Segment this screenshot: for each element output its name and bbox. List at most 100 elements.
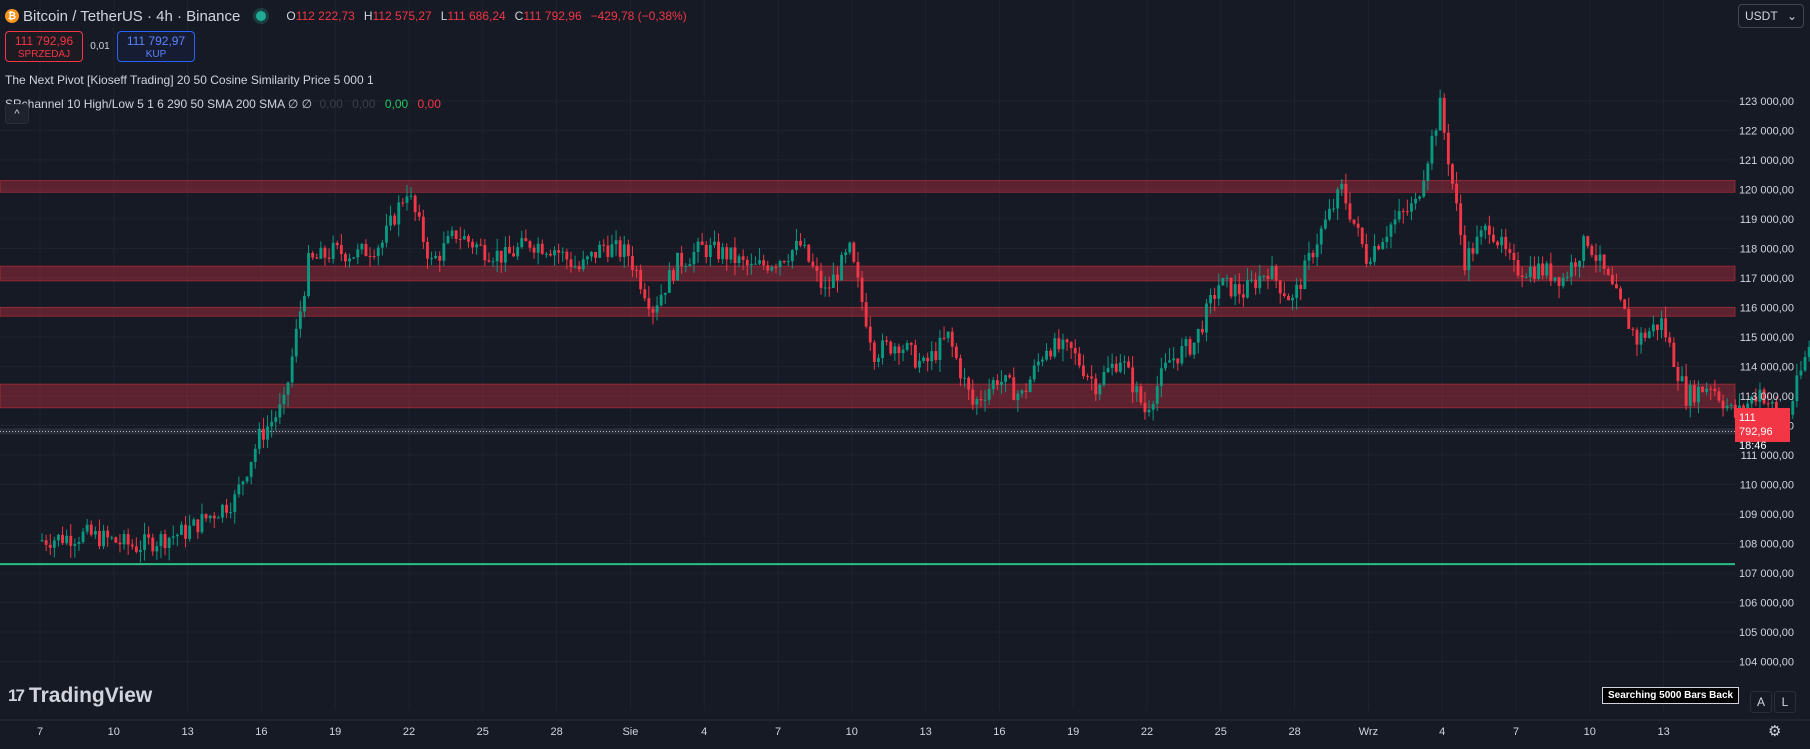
candle-body xyxy=(110,537,114,539)
sell-button[interactable]: 111 792,96 SPRZEDAJ xyxy=(5,31,83,62)
y-tick-label: 108 000,00 xyxy=(1739,538,1794,550)
candle-body xyxy=(553,250,556,256)
y-tick-label: 113 000,00 xyxy=(1740,391,1794,403)
collapse-legend-button[interactable]: ^ xyxy=(5,104,29,124)
sr-zone xyxy=(0,383,1736,409)
time-axis[interactable]: 7 10 13 16 19 22 25 28 Sie 4 7 10 13 16 19 22 25 28 Wrz 4 7 1… xyxy=(0,719,1810,738)
candle-body xyxy=(1631,328,1635,330)
indicator-overlay xyxy=(0,563,1735,566)
candle-body xyxy=(532,247,536,253)
candle-body xyxy=(348,258,351,262)
candle-body xyxy=(52,540,56,548)
candle-body xyxy=(561,251,565,253)
candle-body xyxy=(401,202,405,204)
tradingview-logo[interactable]: 17 TradingView xyxy=(8,684,152,708)
candle-body xyxy=(266,426,269,440)
candle-body xyxy=(1069,342,1073,349)
candle-body xyxy=(1073,348,1077,354)
ohlc-value: 111 792,96 xyxy=(523,9,582,23)
candle-body xyxy=(1426,163,1430,181)
price-axis[interactable]: 104 000,00 105 000,00 106 000,00 107 000,00… xyxy=(1739,96,1794,669)
candle-body xyxy=(1008,375,1012,378)
candle-body xyxy=(1041,359,1044,362)
candle-body xyxy=(1709,388,1713,390)
candle-body xyxy=(208,515,212,519)
candle-body xyxy=(1758,389,1762,402)
candle-body xyxy=(290,356,294,383)
x-tick-label: 10 xyxy=(1584,726,1596,738)
candle-body xyxy=(1028,379,1032,392)
candle-body xyxy=(938,337,942,360)
ohlc-values: O112 222,73 H112 575,27 L111 686,24 C111… xyxy=(286,9,686,23)
candle-body xyxy=(745,259,749,266)
candle-body xyxy=(1159,368,1163,387)
candle-body xyxy=(372,256,376,258)
log-scale-button[interactable]: L xyxy=(1774,691,1796,713)
candle-body xyxy=(409,195,413,197)
candle-body xyxy=(672,270,675,281)
candle-body xyxy=(327,257,331,259)
buy-button[interactable]: 111 792,97 KUP xyxy=(117,31,195,62)
candle-body xyxy=(610,244,614,257)
candle-body xyxy=(245,476,249,482)
current-price-tag: 111 792,96 18:46 xyxy=(1735,408,1790,452)
candle-body xyxy=(590,251,593,257)
candle-body xyxy=(1717,391,1721,401)
candle-body xyxy=(1377,245,1381,250)
candle-body xyxy=(106,530,110,538)
candle-body xyxy=(790,250,794,262)
candle-body xyxy=(380,242,384,248)
candle-body xyxy=(122,534,126,545)
candle-body xyxy=(102,530,105,547)
candle-body xyxy=(368,256,372,258)
y-tick-label: 116 000,00 xyxy=(1740,302,1794,314)
candle-body xyxy=(1065,339,1069,343)
candle-body xyxy=(1397,211,1401,220)
y-tick-label: 107 000,00 xyxy=(1739,568,1794,580)
candle-body xyxy=(48,544,52,548)
sr-zone xyxy=(0,265,1736,282)
candles[interactable] xyxy=(40,89,1810,565)
bar-countdown: 18:46 xyxy=(1739,440,1767,452)
candle-body xyxy=(237,484,241,495)
candle-body xyxy=(1155,386,1159,404)
candle-body xyxy=(663,292,667,295)
candle-body xyxy=(1328,208,1331,220)
candle-body xyxy=(1582,236,1586,261)
candle-body xyxy=(1192,342,1196,355)
candle-body xyxy=(1619,288,1622,300)
candle-body xyxy=(303,296,306,312)
gear-icon[interactable]: ⚙ xyxy=(1768,723,1782,740)
candle-body xyxy=(339,245,343,255)
candle-body xyxy=(364,244,368,257)
candle-body xyxy=(536,243,540,253)
candle-body xyxy=(200,514,204,533)
candle-body xyxy=(905,342,909,350)
candle-body xyxy=(1750,396,1754,404)
symbol-title[interactable]: Bitcoin / TetherUS · 4h · Binance xyxy=(23,7,241,25)
candle-body xyxy=(442,243,446,261)
candle-body xyxy=(1807,347,1810,358)
y-tick-label: 115 000,00 xyxy=(1740,332,1794,344)
market-status-icon[interactable] xyxy=(256,11,267,21)
x-tick-label: 19 xyxy=(1067,726,1079,738)
auto-scale-button[interactable]: A xyxy=(1750,691,1772,713)
candle-body xyxy=(344,254,347,262)
candle-body xyxy=(852,242,856,262)
candle-body xyxy=(1664,318,1668,338)
candle-body xyxy=(581,259,585,270)
candle-body xyxy=(618,240,622,257)
candle-body xyxy=(1422,180,1426,197)
currency-selector[interactable]: USDT ⌄ xyxy=(1738,4,1804,28)
candle-body xyxy=(1656,324,1659,331)
candle-body xyxy=(680,252,684,267)
candle-body xyxy=(1705,388,1709,393)
candle-body xyxy=(77,542,81,544)
indicator-legend-srchannel[interactable]: SRchannel 10 High/Low 5 1 6 290 50 SMA 2… xyxy=(5,97,441,111)
candle-body xyxy=(491,261,495,263)
candle-body xyxy=(1094,378,1098,395)
indicator-legend-next-pivot[interactable]: The Next Pivot [Kioseff Trading] 20 50 C… xyxy=(5,73,374,87)
candle-body xyxy=(807,244,811,262)
candle-body xyxy=(1061,339,1065,350)
